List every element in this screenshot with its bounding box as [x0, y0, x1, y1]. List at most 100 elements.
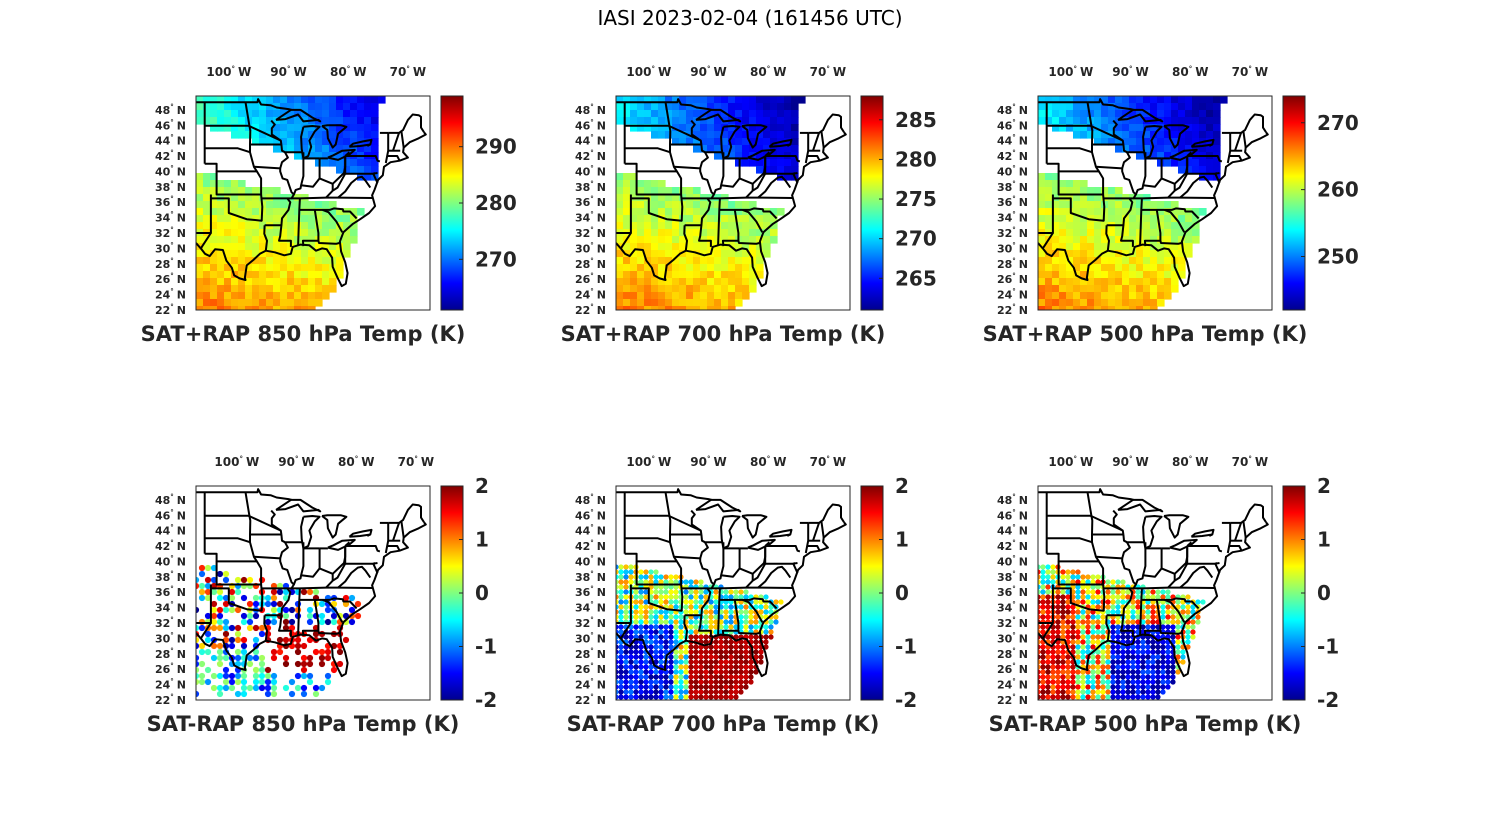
data-dot: [668, 584, 674, 590]
data-cell: [672, 96, 680, 104]
data-dot: [1160, 609, 1166, 615]
data-cell: [308, 250, 316, 258]
data-cell: [224, 222, 232, 230]
data-cell: [217, 215, 225, 223]
data-cell: [343, 103, 351, 111]
data-cell: [1192, 236, 1200, 244]
colorbar-tick-label: 0: [1317, 581, 1331, 605]
data-dot: [228, 642, 236, 650]
data-dot: [312, 684, 320, 692]
data-dot: [708, 649, 714, 655]
data-dot: [264, 690, 272, 698]
data-dot: [643, 664, 649, 670]
data-cell: [294, 138, 302, 146]
data-dot: [1135, 624, 1141, 630]
data-dot: [1110, 634, 1116, 640]
data-dot: [728, 684, 734, 690]
data-dot: [1115, 689, 1121, 695]
data-cell: [252, 229, 260, 237]
data-dot: [1105, 589, 1111, 595]
data-cell: [1150, 292, 1158, 300]
data-dot: [1135, 604, 1141, 610]
data-cell: [371, 131, 379, 139]
data-cell: [735, 257, 743, 265]
data-cell: [756, 103, 764, 111]
data-dot: [623, 674, 629, 680]
data-dot: [653, 669, 659, 675]
data-cell: [749, 208, 757, 216]
data-dot: [1145, 669, 1151, 675]
data-dot: [668, 664, 674, 670]
data-dot: [1085, 594, 1091, 600]
data-cell: [238, 117, 246, 125]
data-cell: [1136, 292, 1144, 300]
data-cell: [1115, 124, 1123, 132]
data-dot: [1055, 669, 1061, 675]
data-dot: [1080, 609, 1086, 615]
data-cell: [651, 124, 659, 132]
data-cell: [693, 236, 701, 244]
data-dot: [713, 649, 719, 655]
data-dot: [673, 669, 679, 675]
data-cell: [1045, 278, 1053, 286]
data-dot: [628, 664, 634, 670]
data-cell: [651, 194, 659, 202]
data-cell: [749, 278, 757, 286]
data-dot: [683, 659, 689, 665]
data-cell: [245, 299, 253, 307]
data-dot: [638, 574, 644, 580]
data-dot: [1055, 689, 1061, 695]
data-dot: [1105, 669, 1111, 675]
data-dot: [1100, 644, 1106, 650]
data-cell: [1101, 215, 1109, 223]
data-dot: [738, 664, 744, 670]
data-dot: [628, 669, 634, 675]
data-cell: [672, 103, 680, 111]
data-cell: [784, 103, 792, 111]
data-dot: [703, 624, 709, 630]
data-dot: [618, 684, 624, 690]
data-cell: [1143, 306, 1151, 310]
data-dot: [658, 694, 664, 700]
data-cell: [231, 117, 239, 125]
data-dot: [1095, 579, 1101, 585]
data-dot: [1038, 639, 1041, 645]
data-dot: [673, 679, 679, 685]
data-dot: [1100, 694, 1106, 700]
data-dot: [1110, 604, 1116, 610]
data-cell: [1171, 250, 1179, 258]
data-dot: [663, 619, 669, 625]
data-dot: [1060, 634, 1066, 640]
data-dot: [1165, 604, 1171, 610]
data-dot: [743, 679, 749, 685]
data-dot: [616, 599, 619, 605]
data-dot: [1130, 609, 1136, 615]
data-cell: [1052, 271, 1060, 279]
data-cell: [1087, 187, 1095, 195]
data-dot: [688, 649, 694, 655]
data-cell: [1192, 229, 1200, 237]
data-dot: [623, 589, 629, 595]
data-dot: [653, 569, 659, 575]
data-dot: [623, 689, 629, 695]
data-cell: [1115, 208, 1123, 216]
data-cell: [1087, 285, 1095, 293]
data-dot: [768, 624, 774, 630]
data-cell: [1143, 271, 1151, 279]
data-cell: [301, 124, 309, 132]
data-dot: [618, 574, 624, 580]
data-dot: [312, 690, 320, 698]
data-dot: [743, 594, 749, 600]
data-dot: [1095, 594, 1101, 600]
data-dot: [758, 604, 764, 610]
data-dot: [1055, 589, 1061, 595]
data-cell: [1136, 201, 1144, 209]
data-cell: [693, 138, 701, 146]
data-dot: [330, 618, 338, 626]
data-cell: [238, 278, 246, 286]
data-dot: [1065, 624, 1071, 630]
data-cell: [1059, 278, 1067, 286]
lat-tick-label: 24° N: [997, 678, 1028, 692]
data-dot: [748, 619, 754, 625]
data-dot: [258, 666, 266, 674]
